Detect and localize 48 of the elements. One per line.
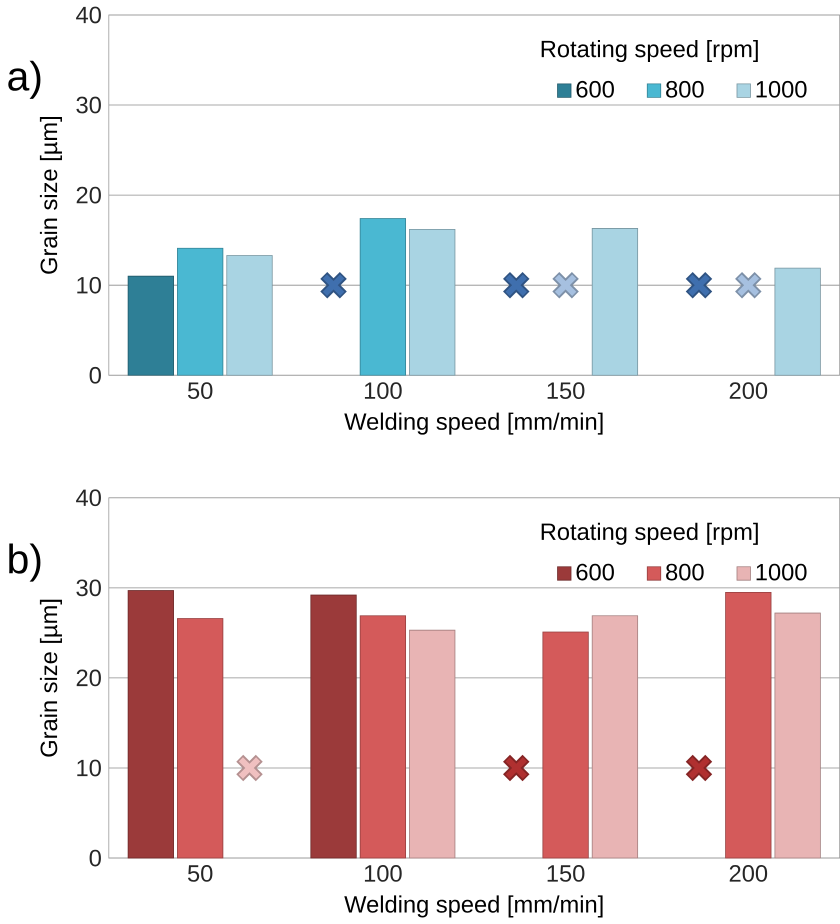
- y-tick-label: 0: [90, 850, 101, 866]
- text: b): [9, 544, 40, 582]
- x-axis-title: Welding speed [mm/min]: [344, 412, 603, 435]
- legend-label: 1000: [756, 80, 807, 98]
- y-tick-label: 30: [76, 96, 101, 114]
- bar: [592, 615, 638, 858]
- x-tick-label: 50: [188, 382, 212, 399]
- bar: [360, 615, 406, 858]
- x-tick-label: 200: [730, 865, 768, 882]
- y-tick-label: 10: [77, 760, 101, 776]
- y-axis-title: Grain size [µm]: [40, 600, 62, 757]
- y-tick-label: 40: [76, 6, 101, 24]
- y-tick-label: 30: [76, 579, 101, 596]
- bar: [360, 218, 406, 376]
- y-axis-title: Grain size [µm]: [40, 117, 62, 274]
- y-tick-label: 20: [76, 670, 101, 686]
- legend-label: 600: [576, 80, 614, 98]
- bar: [226, 255, 273, 376]
- bar: [409, 630, 456, 858]
- y-tick-label: 40: [76, 489, 101, 506]
- legend-label: 800: [666, 80, 704, 98]
- bar: [409, 228, 456, 376]
- legend-title: Rotating speed [rpm]: [542, 522, 758, 545]
- x-tick-label: 100: [364, 865, 402, 882]
- x-tick-label: 150: [548, 382, 584, 399]
- y-tick-label: 20: [76, 186, 101, 204]
- text: a): [8, 60, 40, 99]
- legend-label: 600: [576, 564, 614, 580]
- bar: [177, 618, 224, 858]
- bar: [725, 592, 772, 858]
- x-tick-label: 50: [188, 865, 212, 882]
- bar: [542, 632, 589, 858]
- y-tick-label: 10: [77, 276, 101, 294]
- bar: [310, 594, 357, 858]
- x-axis-title: Welding speed [mm/min]: [344, 895, 603, 918]
- bar: [774, 612, 821, 858]
- y-tick-label: 0: [90, 366, 101, 384]
- x-tick-label: 150: [548, 865, 584, 882]
- x-tick-label: 100: [364, 382, 402, 399]
- bar: [774, 268, 821, 376]
- legend-label: 800: [666, 564, 704, 580]
- x-tick-label: 200: [730, 382, 768, 399]
- legend-title: Rotating speed [rpm]: [542, 40, 758, 62]
- legend-label: 1000: [756, 564, 807, 580]
- bar: [128, 590, 174, 858]
- bar: [128, 276, 174, 376]
- bar: [177, 248, 224, 376]
- bar: [592, 228, 638, 376]
